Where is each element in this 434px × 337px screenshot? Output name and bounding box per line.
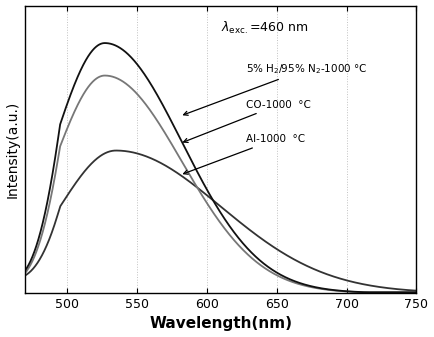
X-axis label: Wavelength(nm): Wavelength(nm) [149,316,292,332]
Text: CO-1000  °C: CO-1000 °C [184,100,311,143]
Text: 5% H$_2$/95% N$_2$-1000 °C: 5% H$_2$/95% N$_2$-1000 °C [184,62,368,115]
Text: Al-1000  °C: Al-1000 °C [184,134,306,174]
Text: $\lambda_\mathrm{exc.}$=460 nm: $\lambda_\mathrm{exc.}$=460 nm [221,20,308,36]
Y-axis label: Intensity(a.u.): Intensity(a.u.) [6,101,20,198]
